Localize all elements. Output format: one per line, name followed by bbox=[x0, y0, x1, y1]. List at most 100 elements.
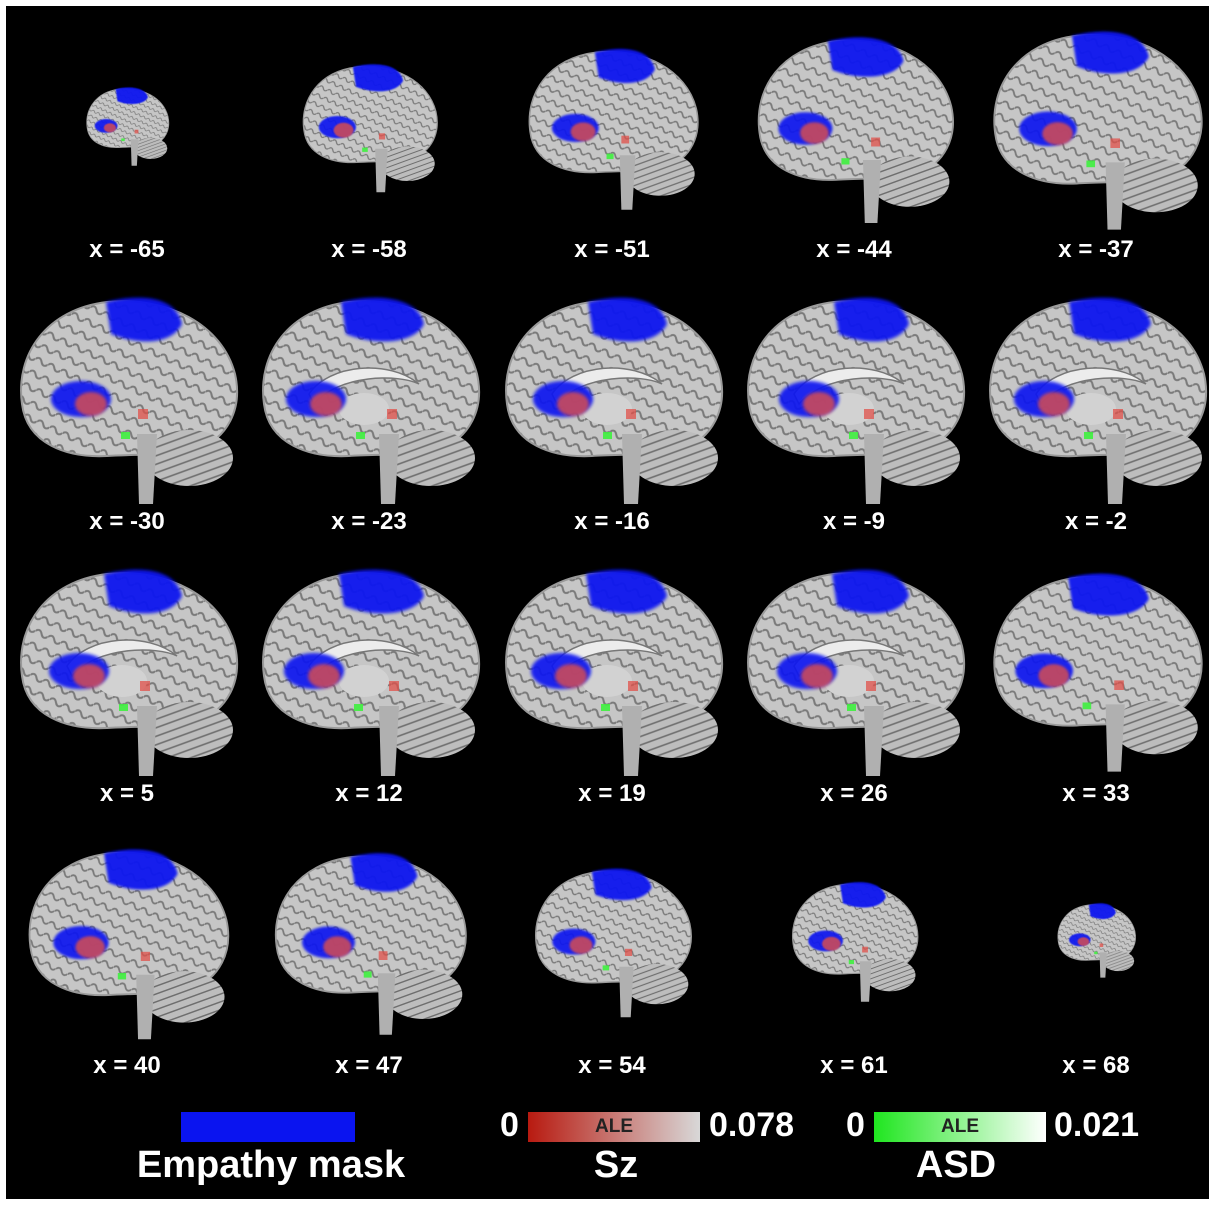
brainstem-shape bbox=[375, 148, 388, 193]
thalamus-shape bbox=[582, 393, 632, 425]
cerebrum-shape bbox=[534, 870, 692, 984]
brain-slice bbox=[989, 297, 1208, 504]
sz-cluster bbox=[624, 948, 633, 956]
slice-coordinate-label: x = -9 bbox=[822, 508, 886, 535]
sz-title: Sz bbox=[593, 1144, 639, 1186]
cerebellum-shape bbox=[384, 969, 463, 1019]
sz-cluster bbox=[75, 392, 107, 416]
cerebrum-shape bbox=[20, 300, 239, 458]
sz-cluster bbox=[862, 946, 868, 953]
asd-cluster bbox=[362, 147, 368, 152]
figure: x = -65 x = -58 x = -51 x = -44 x = -37 x = -… bbox=[6, 6, 1209, 1199]
slice-coordinate-label: x = 33 bbox=[1062, 780, 1130, 807]
brain-slice bbox=[262, 297, 481, 504]
sz-cluster bbox=[378, 133, 386, 140]
sz-cluster bbox=[822, 936, 841, 951]
brainstem-shape bbox=[1099, 952, 1107, 978]
brain-slice bbox=[993, 573, 1203, 772]
sz-cluster bbox=[1114, 680, 1124, 690]
brain-slice bbox=[747, 569, 966, 776]
sz-cluster bbox=[1038, 664, 1070, 688]
empathy-mask-title: Empathy mask bbox=[136, 1144, 406, 1186]
brainstem-shape bbox=[1105, 704, 1125, 772]
asd-cluster bbox=[121, 432, 130, 439]
sz-cluster bbox=[134, 129, 139, 134]
sz-cluster bbox=[1099, 943, 1104, 947]
empathy-mask-region bbox=[339, 569, 424, 614]
cerebrum-shape bbox=[757, 39, 954, 181]
empathy-mask-region bbox=[840, 882, 886, 908]
sz-cluster bbox=[75, 936, 105, 959]
slice-coordinate-label: x = -44 bbox=[816, 236, 892, 263]
brainstem-shape bbox=[377, 973, 396, 1035]
brainstem-shape bbox=[1106, 434, 1126, 504]
brain-slice bbox=[302, 64, 438, 193]
empathy-mask-region bbox=[591, 868, 652, 901]
sz-cluster bbox=[555, 664, 587, 688]
sz-cluster bbox=[621, 135, 630, 144]
slice-coordinate-label: x = -65 bbox=[89, 236, 165, 263]
brainstem-shape bbox=[619, 966, 634, 1018]
asd-cluster bbox=[601, 704, 610, 711]
brain-slice bbox=[505, 569, 724, 776]
slice-coordinate-label: x = -30 bbox=[89, 508, 165, 535]
cerebellum-shape bbox=[872, 702, 960, 758]
sz-colorbar-label: ALE bbox=[595, 1116, 633, 1137]
slice-coordinate-label: x = 26 bbox=[820, 780, 888, 807]
slice-coordinate-label: x = 19 bbox=[578, 780, 646, 807]
asd-cluster bbox=[841, 158, 850, 165]
sz-cluster bbox=[103, 123, 116, 133]
cerebrum-shape bbox=[86, 88, 170, 148]
cerebellum-shape bbox=[630, 702, 718, 758]
brainstem-shape bbox=[379, 434, 399, 504]
sz-cluster bbox=[864, 409, 874, 419]
slice-coordinate-label: x = 61 bbox=[820, 1052, 888, 1079]
brainstem-shape bbox=[863, 160, 881, 223]
cerebellum-shape bbox=[143, 971, 225, 1023]
sz-cluster bbox=[138, 409, 148, 419]
brainstem-shape bbox=[1105, 162, 1125, 230]
cerebellum-shape bbox=[145, 430, 233, 486]
slice-coordinate-label: x = -58 bbox=[331, 236, 407, 263]
thalamus-shape bbox=[1066, 393, 1116, 425]
brainstem-shape bbox=[622, 434, 642, 504]
cerebrum-shape bbox=[28, 851, 230, 997]
empathy-mask-region bbox=[106, 297, 182, 342]
empathy-mask-region bbox=[588, 297, 667, 342]
empathy-mask-region bbox=[1088, 903, 1116, 920]
asd-cluster bbox=[606, 153, 614, 160]
sz-cluster bbox=[1077, 937, 1090, 946]
sz-cluster bbox=[323, 936, 352, 958]
cerebellum-shape bbox=[133, 137, 168, 159]
sz-colorbar bbox=[528, 1112, 700, 1142]
cerebellum-shape bbox=[872, 430, 960, 486]
thalamus-shape bbox=[339, 393, 389, 425]
empathy-mask-region bbox=[594, 48, 655, 83]
cerebellum-shape bbox=[626, 152, 695, 196]
brainstem-shape bbox=[864, 706, 884, 776]
empathy-mask-region bbox=[834, 297, 909, 342]
brainstem-shape bbox=[619, 155, 636, 210]
brain-slice bbox=[993, 31, 1203, 230]
empathy-mask-region bbox=[115, 87, 148, 105]
empathy-mask-region bbox=[341, 297, 424, 342]
sz-cluster bbox=[140, 681, 150, 691]
cerebellum-shape bbox=[387, 430, 475, 486]
asd-cluster bbox=[848, 960, 854, 965]
cerebellum-shape bbox=[387, 702, 475, 758]
thalamus-shape bbox=[339, 665, 389, 697]
asd-title: ASD bbox=[915, 1144, 997, 1186]
slice-coordinate-label: x = 68 bbox=[1062, 1052, 1130, 1079]
cerebellum-shape bbox=[1102, 950, 1135, 972]
slice-coordinate-label: x = 54 bbox=[578, 1052, 646, 1079]
slice-coordinate-label: x = 12 bbox=[335, 780, 403, 807]
sz-max-label: 0.078 bbox=[709, 1106, 795, 1144]
slice-coordinate-label: x = -51 bbox=[574, 236, 650, 263]
brainstem-shape bbox=[130, 139, 139, 166]
cerebrum-shape bbox=[274, 855, 467, 994]
sz-cluster bbox=[628, 681, 638, 691]
slice-coordinate-label: x = 47 bbox=[335, 1052, 403, 1079]
empathy-mask-region bbox=[1072, 31, 1149, 74]
asd-cluster bbox=[119, 704, 128, 711]
empathy-mask-region bbox=[352, 64, 404, 92]
